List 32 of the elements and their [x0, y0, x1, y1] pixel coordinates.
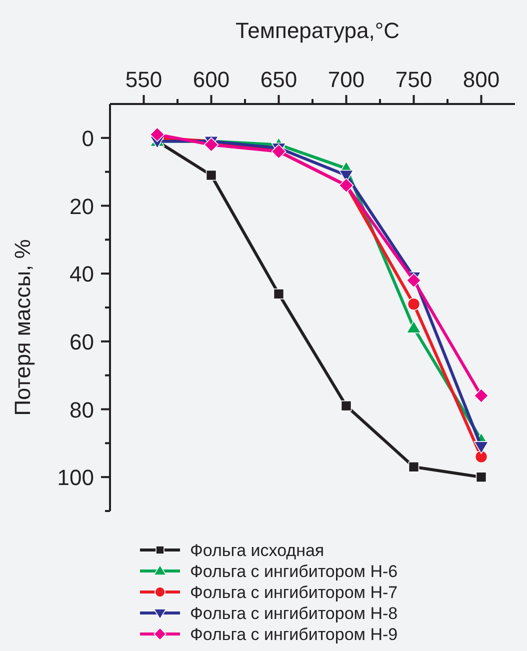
y-tick-label: 0	[82, 126, 94, 151]
point	[407, 298, 420, 311]
x-tick-label: 800	[462, 67, 500, 92]
point	[474, 450, 488, 464]
legend-label: Фольга с ингибитором Н-6	[190, 562, 398, 581]
x-tick-label: 600	[192, 67, 230, 92]
point	[150, 127, 165, 142]
x-tick-label: 700	[328, 67, 365, 92]
y-tick-label: 20	[70, 194, 94, 219]
point	[340, 400, 352, 412]
x-axis-title: Температура,°С	[235, 18, 400, 43]
point	[273, 288, 284, 300]
point	[476, 472, 487, 482]
point	[474, 441, 489, 454]
x-tick-label: 750	[395, 67, 432, 92]
legend-label: Фольга с ингибитором Н-8	[190, 604, 398, 623]
point	[474, 388, 489, 404]
point	[206, 170, 217, 181]
point	[204, 137, 219, 152]
legend-label: Фольга с ингибитором Н-9	[190, 625, 398, 644]
legend-label: Фольга исходная	[190, 541, 324, 560]
y-axis-title: Потеря массы, %	[10, 239, 35, 416]
legend-label: Фольга с ингибитором Н-7	[190, 583, 398, 602]
y-tick-label: 40	[70, 262, 94, 287]
y-tick-label: 100	[57, 465, 94, 490]
x-tick-label: 650	[260, 67, 298, 92]
point	[406, 272, 422, 288]
x-tick-label: 550	[125, 67, 162, 92]
y-tick-label: 80	[70, 397, 94, 422]
y-tick-label: 60	[70, 329, 94, 354]
point	[408, 462, 420, 472]
point	[406, 320, 422, 334]
